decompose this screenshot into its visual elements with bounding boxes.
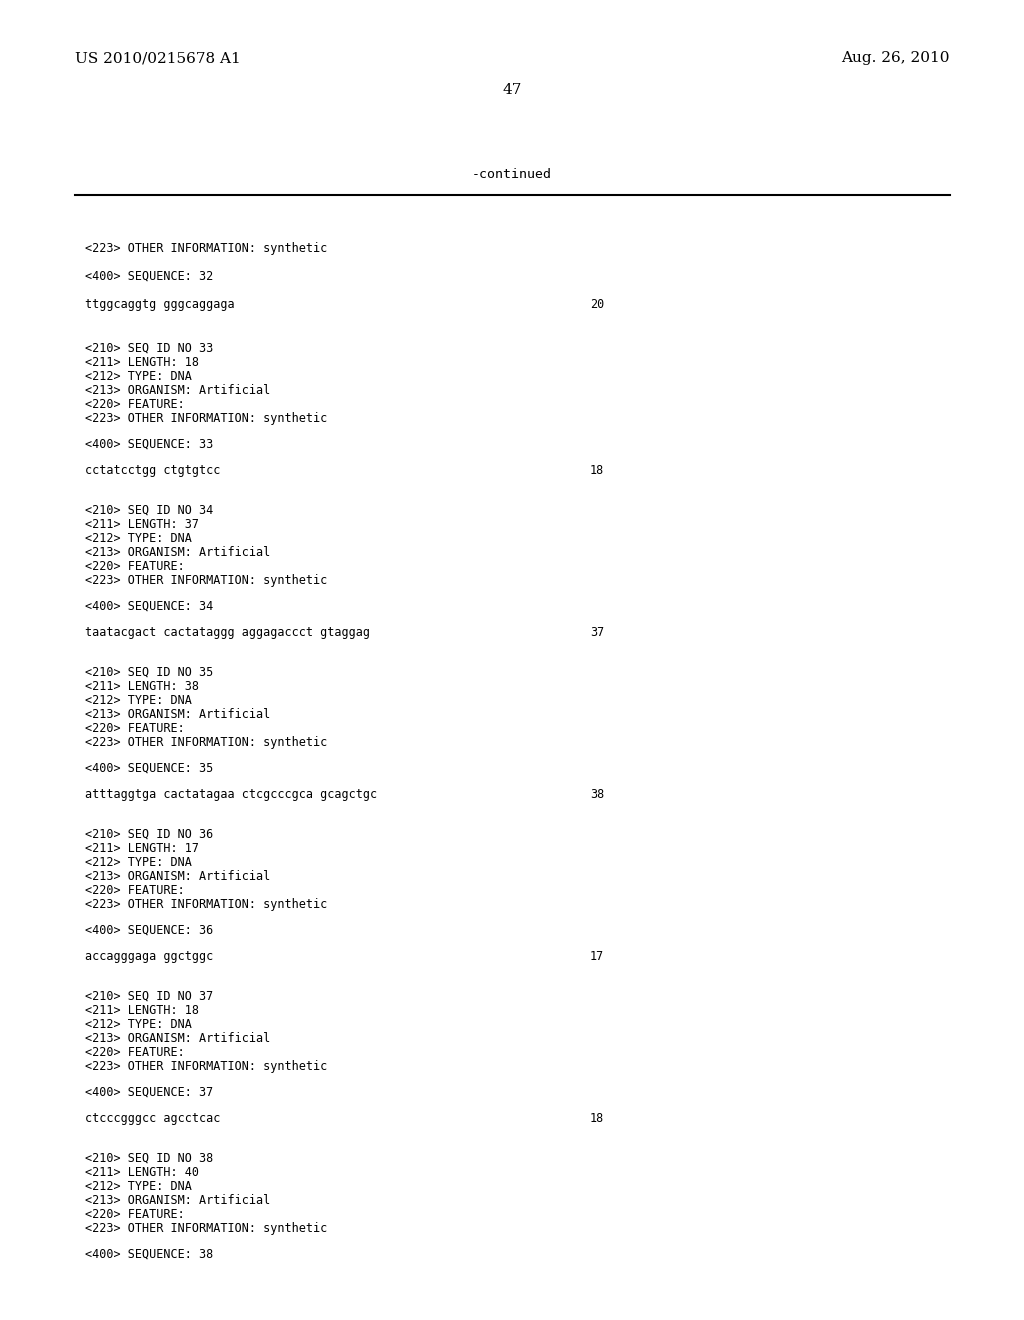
Text: <213> ORGANISM: Artificial: <213> ORGANISM: Artificial	[85, 1032, 270, 1045]
Text: <220> FEATURE:: <220> FEATURE:	[85, 1045, 184, 1059]
Text: <212> TYPE: DNA: <212> TYPE: DNA	[85, 694, 191, 708]
Text: <223> OTHER INFORMATION: synthetic: <223> OTHER INFORMATION: synthetic	[85, 574, 328, 587]
Text: atttaggtga cactatagaa ctcgcccgca gcagctgc: atttaggtga cactatagaa ctcgcccgca gcagctg…	[85, 788, 377, 801]
Text: <400> SEQUENCE: 35: <400> SEQUENCE: 35	[85, 762, 213, 775]
Text: <211> LENGTH: 40: <211> LENGTH: 40	[85, 1166, 199, 1179]
Text: <211> LENGTH: 18: <211> LENGTH: 18	[85, 356, 199, 370]
Text: <211> LENGTH: 38: <211> LENGTH: 38	[85, 680, 199, 693]
Text: <210> SEQ ID NO 35: <210> SEQ ID NO 35	[85, 667, 213, 678]
Text: <223> OTHER INFORMATION: synthetic: <223> OTHER INFORMATION: synthetic	[85, 1060, 328, 1073]
Text: <210> SEQ ID NO 38: <210> SEQ ID NO 38	[85, 1152, 213, 1166]
Text: <212> TYPE: DNA: <212> TYPE: DNA	[85, 1018, 191, 1031]
Text: <223> OTHER INFORMATION: synthetic: <223> OTHER INFORMATION: synthetic	[85, 737, 328, 748]
Text: <400> SEQUENCE: 34: <400> SEQUENCE: 34	[85, 601, 213, 612]
Text: <210> SEQ ID NO 33: <210> SEQ ID NO 33	[85, 342, 213, 355]
Text: cctatcctgg ctgtgtcc: cctatcctgg ctgtgtcc	[85, 465, 220, 477]
Text: <212> TYPE: DNA: <212> TYPE: DNA	[85, 532, 191, 545]
Text: <213> ORGANISM: Artificial: <213> ORGANISM: Artificial	[85, 1195, 270, 1206]
Text: <220> FEATURE:: <220> FEATURE:	[85, 1208, 184, 1221]
Text: 18: 18	[590, 465, 604, 477]
Text: <220> FEATURE:: <220> FEATURE:	[85, 399, 184, 411]
Text: <213> ORGANISM: Artificial: <213> ORGANISM: Artificial	[85, 384, 270, 397]
Text: ctcccgggcc agcctcac: ctcccgggcc agcctcac	[85, 1111, 220, 1125]
Text: <400> SEQUENCE: 38: <400> SEQUENCE: 38	[85, 1247, 213, 1261]
Text: <213> ORGANISM: Artificial: <213> ORGANISM: Artificial	[85, 546, 270, 558]
Text: <223> OTHER INFORMATION: synthetic: <223> OTHER INFORMATION: synthetic	[85, 412, 328, 425]
Text: <220> FEATURE:: <220> FEATURE:	[85, 722, 184, 735]
Text: <223> OTHER INFORMATION: synthetic: <223> OTHER INFORMATION: synthetic	[85, 1222, 328, 1236]
Text: <212> TYPE: DNA: <212> TYPE: DNA	[85, 855, 191, 869]
Text: <213> ORGANISM: Artificial: <213> ORGANISM: Artificial	[85, 870, 270, 883]
Text: -continued: -continued	[472, 169, 552, 181]
Text: 20: 20	[590, 298, 604, 312]
Text: taatacgact cactataggg aggagaccct gtaggag: taatacgact cactataggg aggagaccct gtaggag	[85, 626, 370, 639]
Text: <211> LENGTH: 18: <211> LENGTH: 18	[85, 1005, 199, 1016]
Text: <213> ORGANISM: Artificial: <213> ORGANISM: Artificial	[85, 708, 270, 721]
Text: <223> OTHER INFORMATION: synthetic: <223> OTHER INFORMATION: synthetic	[85, 898, 328, 911]
Text: Aug. 26, 2010: Aug. 26, 2010	[842, 51, 950, 65]
Text: <400> SEQUENCE: 37: <400> SEQUENCE: 37	[85, 1086, 213, 1100]
Text: <210> SEQ ID NO 37: <210> SEQ ID NO 37	[85, 990, 213, 1003]
Text: US 2010/0215678 A1: US 2010/0215678 A1	[75, 51, 241, 65]
Text: <400> SEQUENCE: 33: <400> SEQUENCE: 33	[85, 438, 213, 451]
Text: 17: 17	[590, 950, 604, 964]
Text: <210> SEQ ID NO 34: <210> SEQ ID NO 34	[85, 504, 213, 517]
Text: <212> TYPE: DNA: <212> TYPE: DNA	[85, 1180, 191, 1193]
Text: <220> FEATURE:: <220> FEATURE:	[85, 560, 184, 573]
Text: <210> SEQ ID NO 36: <210> SEQ ID NO 36	[85, 828, 213, 841]
Text: <220> FEATURE:: <220> FEATURE:	[85, 884, 184, 898]
Text: <400> SEQUENCE: 32: <400> SEQUENCE: 32	[85, 271, 213, 282]
Text: <212> TYPE: DNA: <212> TYPE: DNA	[85, 370, 191, 383]
Text: 38: 38	[590, 788, 604, 801]
Text: <211> LENGTH: 17: <211> LENGTH: 17	[85, 842, 199, 855]
Text: <211> LENGTH: 37: <211> LENGTH: 37	[85, 517, 199, 531]
Text: 18: 18	[590, 1111, 604, 1125]
Text: 47: 47	[503, 83, 521, 96]
Text: <223> OTHER INFORMATION: synthetic: <223> OTHER INFORMATION: synthetic	[85, 242, 328, 255]
Text: 37: 37	[590, 626, 604, 639]
Text: ttggcaggtg gggcaggaga: ttggcaggtg gggcaggaga	[85, 298, 234, 312]
Text: <400> SEQUENCE: 36: <400> SEQUENCE: 36	[85, 924, 213, 937]
Text: accagggaga ggctggc: accagggaga ggctggc	[85, 950, 213, 964]
